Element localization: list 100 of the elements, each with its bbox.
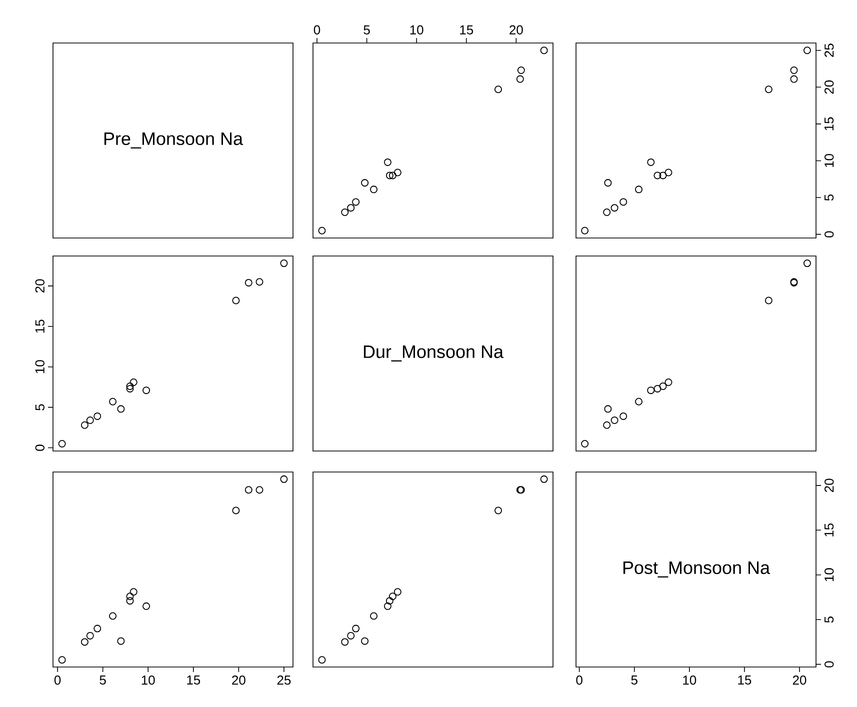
point bbox=[654, 172, 662, 180]
point bbox=[659, 172, 667, 180]
x-tick-label: 0 bbox=[54, 676, 61, 685]
y-tick-label: 15 bbox=[35, 320, 44, 333]
y-tick-label: 0 bbox=[824, 661, 834, 668]
point bbox=[610, 416, 618, 424]
y-tick-label: 10 bbox=[824, 568, 834, 582]
point bbox=[80, 638, 88, 646]
point bbox=[370, 612, 378, 620]
point bbox=[126, 597, 134, 605]
point bbox=[117, 637, 125, 645]
point bbox=[664, 168, 672, 176]
point bbox=[494, 86, 502, 94]
point bbox=[803, 46, 811, 54]
point bbox=[130, 588, 138, 596]
point bbox=[232, 296, 240, 304]
point bbox=[94, 624, 102, 632]
x-tick-label: 0 bbox=[314, 25, 320, 34]
y-tick-label: 20 bbox=[35, 279, 44, 293]
text: Post_Monsoon Na bbox=[623, 562, 770, 578]
point bbox=[388, 592, 396, 600]
point bbox=[126, 384, 134, 392]
point bbox=[386, 172, 394, 180]
point bbox=[394, 588, 402, 596]
point bbox=[603, 208, 611, 216]
point bbox=[370, 186, 378, 194]
point bbox=[352, 624, 360, 632]
point bbox=[94, 412, 102, 420]
point bbox=[664, 378, 672, 386]
x-tick-label: 5 bbox=[364, 25, 370, 34]
point bbox=[126, 592, 134, 600]
point bbox=[80, 421, 88, 429]
point bbox=[540, 46, 548, 54]
point bbox=[142, 386, 150, 394]
point bbox=[610, 204, 618, 212]
point bbox=[394, 168, 402, 176]
y-tick-label: 20 bbox=[824, 478, 834, 492]
point bbox=[130, 378, 138, 386]
point bbox=[347, 632, 355, 640]
point bbox=[280, 260, 288, 268]
point bbox=[384, 158, 392, 166]
x-tick-label: 15 bbox=[738, 676, 752, 685]
x-tick-label: 15 bbox=[460, 25, 474, 34]
point bbox=[388, 172, 396, 180]
x-tick-label: 25 bbox=[277, 676, 291, 685]
point bbox=[764, 296, 772, 304]
point bbox=[347, 204, 355, 212]
point bbox=[790, 75, 798, 83]
point bbox=[635, 186, 643, 194]
y-tick-label: 20 bbox=[824, 80, 834, 94]
point bbox=[58, 440, 66, 448]
point bbox=[256, 278, 264, 286]
point bbox=[581, 226, 589, 234]
x-tick-label: 0 bbox=[576, 676, 582, 685]
point bbox=[109, 398, 117, 406]
point bbox=[126, 382, 134, 390]
y-tick-label: 0 bbox=[824, 231, 834, 238]
point bbox=[647, 386, 655, 394]
point bbox=[620, 412, 628, 420]
x-tick-label: 10 bbox=[142, 676, 155, 685]
x-tick-label: 5 bbox=[100, 676, 106, 685]
x-tick-label: 20 bbox=[510, 25, 523, 34]
y-tick-label: 10 bbox=[824, 154, 834, 167]
point bbox=[117, 405, 125, 413]
point bbox=[604, 179, 612, 187]
point bbox=[581, 440, 589, 448]
point bbox=[803, 260, 811, 268]
text: Pre_Monsoon Na bbox=[104, 132, 244, 148]
point bbox=[516, 75, 524, 83]
point bbox=[517, 66, 525, 74]
point bbox=[352, 198, 360, 206]
point bbox=[620, 198, 628, 206]
point bbox=[540, 475, 548, 483]
x-tick-label: 10 bbox=[683, 676, 696, 685]
point bbox=[361, 637, 369, 645]
point bbox=[494, 506, 502, 514]
point bbox=[86, 416, 94, 424]
y-tick-label: 5 bbox=[35, 404, 44, 410]
point bbox=[604, 405, 612, 413]
y-tick-label: 15 bbox=[824, 117, 834, 130]
point bbox=[341, 208, 349, 216]
point bbox=[635, 398, 643, 406]
point bbox=[341, 638, 349, 646]
y-tick-label: 15 bbox=[824, 523, 834, 536]
x-tick-label: 15 bbox=[187, 676, 200, 685]
point bbox=[86, 632, 94, 640]
point bbox=[386, 597, 394, 605]
point bbox=[58, 656, 66, 664]
y-tick-label: 0 bbox=[35, 444, 44, 451]
point bbox=[654, 384, 662, 392]
point bbox=[244, 486, 252, 494]
point bbox=[318, 226, 326, 234]
x-tick-label: 5 bbox=[631, 676, 638, 685]
x-tick-label: 20 bbox=[232, 676, 246, 685]
y-tick-label: 10 bbox=[35, 360, 44, 374]
y-tick-label: 5 bbox=[824, 194, 834, 201]
y-tick-label: 25 bbox=[824, 44, 834, 57]
point bbox=[244, 278, 252, 286]
point bbox=[280, 475, 288, 483]
y-tick-label: 5 bbox=[824, 616, 834, 623]
